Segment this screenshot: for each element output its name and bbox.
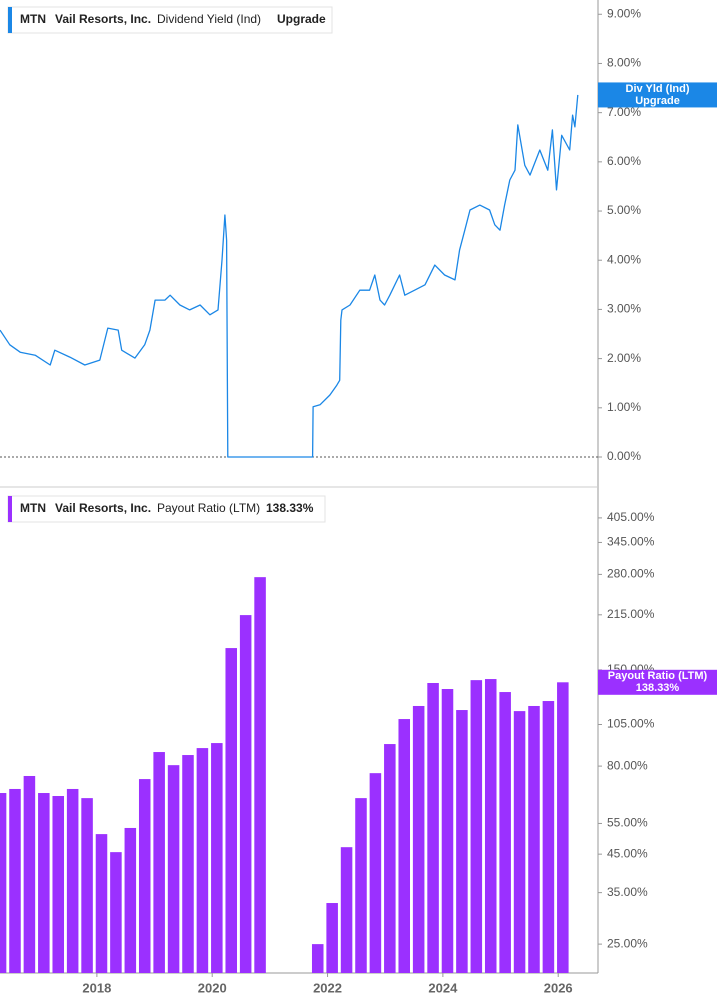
legend-series: Payout Ratio (LTM): [157, 501, 260, 515]
bar: [311, 944, 324, 973]
legend-box: [7, 495, 326, 523]
bar: [110, 852, 122, 973]
bar: [182, 755, 194, 973]
legend-company: Vail Resorts, Inc.: [55, 12, 151, 26]
y-tick-label: 35.00%: [607, 885, 648, 899]
legend-value: 138.33%: [266, 501, 314, 515]
legend-swatch: [8, 7, 12, 33]
badge: [598, 669, 717, 695]
bar: [211, 743, 223, 973]
y-tick-label: 7.00%: [607, 105, 641, 119]
y-tick-label: 55.00%: [607, 816, 648, 830]
x-tick-label: 2022: [313, 980, 342, 995]
legend-box: [7, 6, 333, 34]
y-tick-label: 1.00%: [607, 400, 641, 414]
bar: [9, 788, 21, 973]
bar: [225, 648, 238, 973]
legend-series: Dividend Yield (Ind): [157, 12, 261, 26]
bar: [398, 719, 411, 973]
y-tick-label: 345.00%: [607, 535, 655, 549]
bar: [542, 701, 555, 973]
y-tick-label: 80.00%: [607, 758, 648, 772]
legend-swatch: [8, 496, 12, 522]
bar: [138, 779, 151, 973]
y-tick-label: 5.00%: [607, 203, 641, 217]
bar: [0, 793, 7, 973]
bar: [52, 796, 65, 973]
bar: [326, 903, 338, 973]
bar: [66, 788, 79, 973]
bar: [427, 683, 439, 973]
bar: [38, 793, 50, 973]
bar: [153, 752, 165, 973]
bar: [441, 689, 454, 973]
y-tick-label: 405.00%: [607, 510, 655, 524]
x-tick-label: 2024: [428, 980, 458, 995]
badge-label: Payout Ratio (LTM): [608, 670, 708, 682]
x-tick-label: 2020: [198, 980, 227, 995]
bar: [239, 615, 252, 973]
y-tick-label: 4.00%: [607, 252, 641, 266]
y-tick-label: 6.00%: [607, 154, 641, 168]
bar: [557, 682, 569, 973]
bar: [470, 680, 483, 973]
bar: [384, 744, 396, 973]
legend-company: Vail Resorts, Inc.: [55, 501, 151, 515]
bar: [456, 710, 468, 973]
y-tick-label: 25.00%: [607, 936, 648, 950]
line: [0, 94, 579, 458]
bar: [499, 692, 511, 973]
y-tick-label: 215.00%: [607, 607, 655, 621]
plots: [0, 94, 598, 973]
y-tick-label: 9.00%: [607, 6, 641, 20]
bar: [369, 773, 382, 973]
badge-value: 138.33%: [636, 682, 680, 694]
bar: [513, 711, 526, 973]
bar: [23, 775, 36, 973]
y-tick-label: 2.00%: [607, 351, 641, 365]
bar: [254, 577, 266, 973]
y-tick-label: 105.00%: [607, 717, 655, 731]
badge: [598, 82, 717, 108]
bar: [355, 798, 367, 973]
badge-label: Div Yld (Ind): [626, 83, 690, 95]
x-tick-label: 2026: [544, 980, 573, 995]
bar: [340, 847, 353, 973]
bar: [167, 765, 180, 973]
bar: [412, 705, 425, 973]
bar: [81, 798, 93, 973]
y-tick-label: 8.00%: [607, 56, 641, 70]
y-tick-label: 0.00%: [607, 449, 641, 463]
bar: [196, 748, 209, 973]
bar: [528, 705, 540, 973]
y-tick-label: 280.00%: [607, 567, 655, 581]
badge-value: Upgrade: [635, 95, 680, 107]
legend-ticker: MTN: [20, 12, 46, 26]
x-tick-label: 2018: [82, 980, 111, 995]
bar: [95, 834, 108, 973]
bar: [484, 679, 497, 973]
legend-value: Upgrade: [277, 12, 326, 26]
legend-ticker: MTN: [20, 501, 46, 515]
bar: [124, 827, 137, 973]
y-tick-label: 45.00%: [607, 846, 648, 860]
y-tick-label: 3.00%: [607, 302, 641, 316]
